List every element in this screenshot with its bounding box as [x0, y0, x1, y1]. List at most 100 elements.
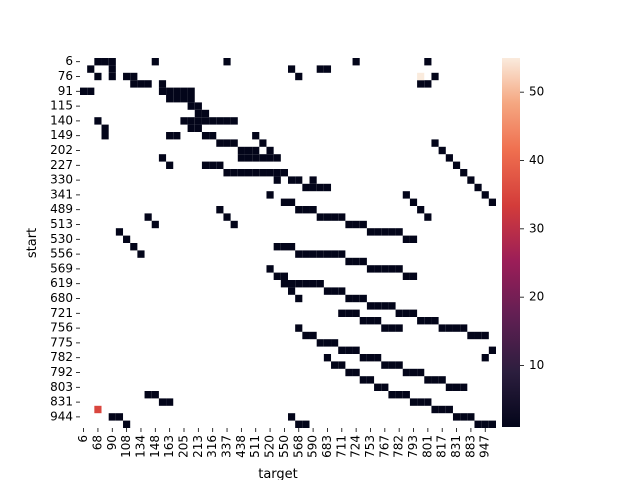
heatmap-cell	[158, 154, 167, 162]
heatmap-cell	[345, 294, 353, 303]
heatmap-cell	[223, 117, 231, 125]
heatmap-cell	[259, 154, 267, 162]
heatmap-cell	[230, 169, 238, 177]
heatmap-cell	[381, 265, 389, 273]
x-tick-label: 711	[334, 435, 348, 458]
x-tick-label: 782	[392, 435, 406, 458]
heatmap-cell	[144, 80, 152, 88]
heatmap-cell	[194, 109, 202, 118]
heatmap-cell	[424, 80, 432, 88]
heatmap-cell	[216, 161, 224, 169]
heatmap-cell	[309, 206, 317, 214]
heatmap-cell	[288, 243, 296, 251]
heatmap-cell	[388, 391, 396, 399]
heatmap-cell	[309, 183, 317, 192]
x-tick-label: 590	[306, 435, 320, 458]
heatmap-cell	[402, 191, 410, 199]
heatmap-cell	[431, 405, 439, 414]
heatmap-cell	[438, 405, 446, 414]
heatmap-cell	[417, 72, 425, 81]
heatmap-cell	[295, 324, 303, 332]
heatmap-cell	[395, 228, 403, 236]
y-tick-label: 341	[50, 187, 73, 201]
heatmap-cell	[424, 58, 432, 66]
heatmap-cell	[388, 265, 396, 273]
heatmap-cell	[302, 420, 310, 428]
heatmap-cell	[431, 72, 439, 81]
heatmap-cell	[209, 117, 217, 125]
heatmap-cell	[316, 250, 324, 258]
x-tick-label: 753	[363, 435, 377, 458]
heatmap-cell	[252, 132, 260, 140]
x-tick-label: 724	[349, 435, 363, 458]
heatmap-cell	[144, 213, 152, 221]
heatmap-cell	[417, 368, 425, 377]
heatmap-cell	[395, 324, 403, 332]
heatmap-cell	[87, 87, 95, 95]
heatmap-cell	[266, 154, 274, 162]
heatmap-cell	[488, 198, 496, 206]
x-tick-label: 767	[377, 435, 391, 458]
heatmap-cell	[402, 309, 410, 317]
heatmap-cell	[374, 354, 382, 362]
heatmap-cell	[352, 309, 360, 317]
heatmap-cell	[323, 287, 332, 295]
heatmap-cell	[280, 243, 288, 251]
x-tick-label: 511	[248, 435, 262, 458]
y-axis-label: start	[25, 228, 40, 258]
heatmap-cell	[481, 354, 489, 362]
heatmap-cell	[488, 420, 496, 428]
heatmap-cell	[409, 309, 418, 317]
heatmap-cell	[424, 317, 432, 325]
heatmap-cell	[101, 132, 109, 140]
heatmap-cell	[445, 154, 453, 162]
heatmap-cell	[474, 183, 482, 192]
heatmap-cell	[452, 324, 461, 332]
heatmap-cells	[80, 58, 496, 428]
y-tick-label: 530	[50, 232, 73, 246]
heatmap-cell	[94, 117, 102, 125]
heatmap-cell	[115, 228, 124, 236]
heatmap-cell	[94, 58, 102, 66]
y-tick-label: 149	[50, 128, 73, 142]
heatmap-cell	[280, 198, 288, 206]
heatmap-cell	[366, 228, 375, 236]
x-tick-label: 817	[435, 435, 449, 458]
heatmap-cell	[273, 272, 281, 280]
heatmap-cell	[359, 317, 367, 325]
x-tick-label: 163	[162, 435, 176, 458]
heatmap-cell	[123, 235, 131, 243]
heatmap-cell	[388, 302, 396, 310]
heatmap-cell	[460, 324, 468, 332]
heatmap-cell	[288, 65, 296, 73]
heatmap-cell	[431, 317, 439, 325]
x-tick-label: 337	[220, 435, 234, 458]
y-tick-label: 6	[65, 54, 73, 68]
heatmap-cell	[338, 346, 346, 354]
heatmap-cell	[230, 117, 238, 125]
heatmap-cell	[273, 169, 281, 177]
y-tick-label: 831	[50, 395, 73, 409]
heatmap-cell	[180, 117, 188, 125]
heatmap-cell	[187, 124, 195, 132]
heatmap-cell	[395, 309, 403, 317]
heatmap-cell	[288, 287, 296, 295]
heatmap-cell	[359, 257, 367, 266]
heatmap-cell	[216, 139, 224, 147]
heatmap-cell	[338, 287, 346, 295]
heatmap-cell	[108, 72, 116, 81]
heatmap-cell	[481, 191, 489, 199]
heatmap-cell	[137, 250, 145, 258]
heatmap-cell	[352, 257, 360, 266]
y-tick-label: 91	[58, 84, 73, 98]
heatmap-cell	[467, 331, 475, 340]
heatmap-cell	[474, 420, 482, 428]
y-tick-label: 556	[50, 247, 73, 261]
heatmap-cell	[302, 206, 310, 214]
heatmap-cell	[338, 309, 346, 317]
heatmap-cell	[295, 420, 303, 428]
heatmap-cell	[94, 72, 102, 81]
heatmap-cell	[309, 176, 317, 184]
heatmap-cell	[230, 139, 238, 147]
heatmap-cell	[438, 324, 446, 332]
